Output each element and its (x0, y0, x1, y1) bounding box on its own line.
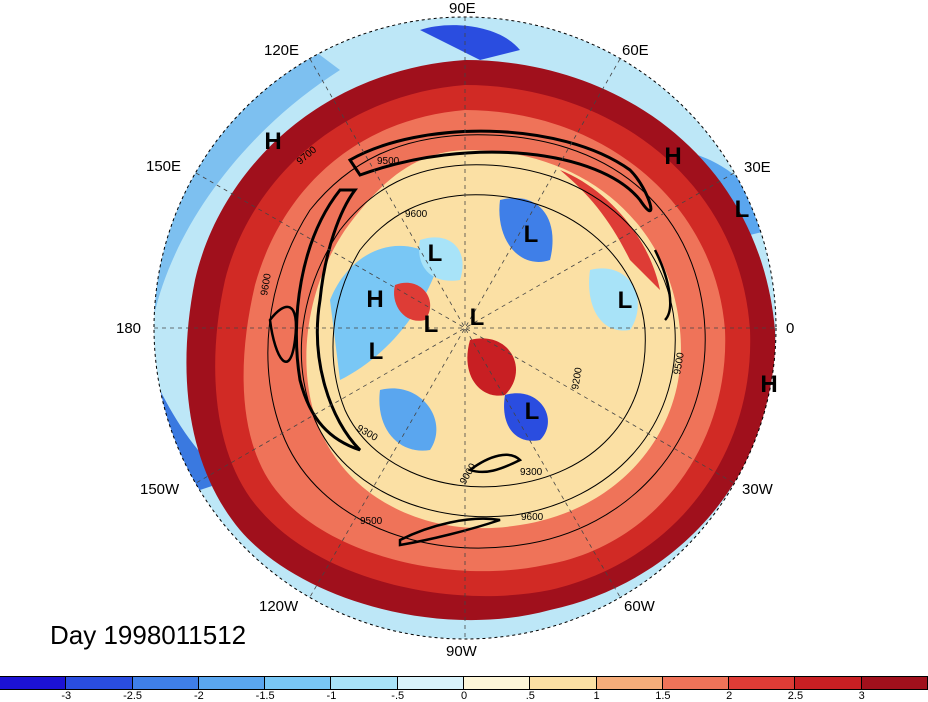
pressure-center-low-inner-east: L (617, 287, 633, 314)
colorbar-box (131, 676, 199, 690)
colorbar-box (396, 676, 464, 690)
colorbar-box (197, 676, 266, 690)
label-180: 180 (116, 320, 142, 337)
contour-label: 9600 (405, 209, 428, 220)
label-120E: 120E (264, 42, 300, 59)
contour-lines (267, 129, 706, 549)
contour-label: 9700 (295, 144, 319, 167)
label-150W: 150W (140, 481, 180, 498)
colorbar-tick-label: 0 (460, 690, 468, 702)
pressure-center-low-inner-center-1: L (423, 311, 439, 338)
pressure-center-low-inner-west: L (368, 338, 384, 365)
label-90W: 90W (446, 643, 477, 660)
colorbar-box (264, 676, 332, 690)
day-label: Day 1998011512 (50, 620, 247, 650)
label-120W: 120W (259, 598, 299, 615)
contour-label: 9500 (360, 516, 383, 527)
colorbar-tick-label: -2 (193, 690, 204, 702)
colorbar-box (661, 676, 730, 690)
contour-label: 9300 (520, 467, 543, 478)
label-150E: 150E (146, 158, 182, 175)
colorbar-tick-label: -2.5 (123, 690, 143, 702)
pressure-center-high-inner-west: H (366, 286, 384, 313)
colorbar-tick-label: -1 (326, 690, 337, 702)
label-90E: 90E (449, 0, 476, 17)
pressure-center-low-inner-south: L (524, 398, 540, 425)
pressure-center-low-inner-north-2: L (523, 221, 539, 248)
pressure-center-low-inner-center-2: L (469, 304, 485, 331)
colorbar-tick-label: -.5 (391, 690, 405, 702)
colorbar-tick-label: 1 (593, 690, 600, 702)
contour-label: 9500 (377, 156, 400, 167)
colorbar-tick-label: -1.5 (255, 690, 275, 702)
shaded-field (154, 17, 776, 639)
label-30W: 30W (742, 481, 773, 498)
contour-label: 9600 (521, 512, 544, 523)
colorbar-tick-label: -3 (61, 690, 72, 702)
colorbar-tick-label: 2 (726, 690, 733, 702)
pressure-center-low-east-edge: L (734, 196, 750, 223)
contour-label: 9300 (355, 423, 380, 444)
colorbar-tick-label: 3 (858, 690, 865, 702)
colorbar-box (860, 676, 928, 690)
contour-label: 9200 (570, 366, 585, 390)
colorbar-box (65, 676, 133, 690)
colorbar-box (462, 676, 531, 690)
colorbar-box (728, 676, 796, 690)
colorbar-box (595, 676, 663, 690)
contour-label: 9600 (259, 272, 274, 296)
colorbar-box (529, 676, 597, 690)
colorbar-box (330, 676, 398, 690)
colorbar-box (0, 676, 67, 690)
colorbar (0, 676, 928, 690)
pressure-center-high-northeast: H (664, 143, 682, 170)
colorbar-tick-label: 1.5 (655, 690, 671, 702)
label-60E: 60E (622, 42, 649, 59)
contour-label: 9000 (458, 461, 479, 486)
pressure-center-high-east-edge: H (760, 371, 778, 398)
label-60W: 60W (624, 598, 655, 615)
label-0: 0 (786, 320, 795, 337)
pressure-center-low-inner-north-1: L (427, 240, 443, 267)
pressure-center-high-northwest: H (264, 128, 282, 155)
contour-label: 9500 (672, 351, 687, 375)
colorbar-tick-label: 2.5 (787, 690, 804, 702)
colorbar-box (794, 676, 862, 690)
colorbar-tick-label: .5 (525, 690, 535, 702)
label-30E: 30E (744, 159, 771, 176)
